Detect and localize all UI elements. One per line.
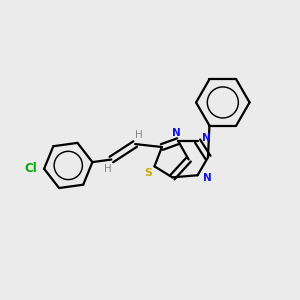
Text: H: H bbox=[104, 164, 112, 174]
Text: S: S bbox=[144, 168, 152, 178]
Text: H: H bbox=[135, 130, 142, 140]
Text: Cl: Cl bbox=[25, 162, 38, 175]
Text: N: N bbox=[202, 133, 210, 142]
Text: N: N bbox=[172, 128, 181, 138]
Text: N: N bbox=[203, 172, 212, 183]
